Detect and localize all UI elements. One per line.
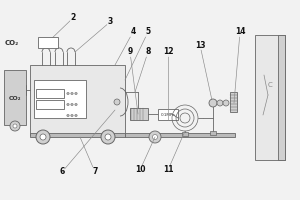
Circle shape: [75, 103, 77, 106]
Text: 3: 3: [107, 18, 112, 26]
Text: 11: 11: [163, 166, 173, 174]
Text: CO₂: CO₂: [5, 40, 19, 46]
Text: CO₂: CO₂: [9, 96, 21, 100]
Text: 2: 2: [70, 14, 76, 22]
Circle shape: [209, 99, 217, 107]
Circle shape: [101, 130, 115, 144]
Text: 6: 6: [59, 168, 64, 176]
Bar: [158, 109, 178, 120]
Circle shape: [152, 134, 158, 140]
Circle shape: [223, 100, 229, 106]
Circle shape: [114, 99, 120, 105]
Bar: [125, 133, 235, 137]
Circle shape: [105, 134, 111, 140]
Text: 7: 7: [92, 168, 98, 176]
Text: 6.2 PH: 6.2 PH: [41, 91, 58, 96]
Circle shape: [149, 131, 161, 143]
Circle shape: [75, 92, 77, 95]
Bar: [255, 35, 285, 160]
Bar: [30, 65, 125, 135]
Text: 14: 14: [235, 27, 245, 36]
Bar: [182, 132, 188, 136]
Text: 4: 4: [130, 27, 136, 36]
Bar: [130, 108, 148, 120]
Circle shape: [71, 92, 73, 95]
Text: 13: 13: [195, 40, 205, 49]
Text: C: C: [268, 82, 272, 88]
Bar: [34, 80, 86, 118]
Bar: [38, 37, 58, 48]
Bar: [36, 100, 64, 109]
Text: 5: 5: [146, 27, 151, 36]
Text: 9: 9: [128, 47, 133, 56]
Bar: [4, 70, 26, 125]
Circle shape: [67, 114, 69, 117]
Circle shape: [36, 130, 50, 144]
Text: 0.50: 0.50: [42, 40, 54, 45]
Bar: [210, 131, 216, 135]
Circle shape: [10, 121, 20, 131]
Bar: [278, 35, 285, 160]
Text: 12: 12: [163, 47, 173, 56]
Bar: [230, 92, 237, 112]
Text: 8: 8: [145, 47, 151, 56]
Circle shape: [13, 124, 17, 128]
Bar: [30, 133, 125, 137]
Circle shape: [67, 92, 69, 95]
Circle shape: [67, 103, 69, 106]
Circle shape: [40, 134, 46, 140]
Bar: [36, 89, 64, 98]
Circle shape: [75, 114, 77, 117]
Text: 10: 10: [135, 166, 145, 174]
Circle shape: [217, 100, 223, 106]
Circle shape: [71, 103, 73, 106]
Text: 0.1MPa: 0.1MPa: [160, 112, 175, 116]
Circle shape: [71, 114, 73, 117]
Text: 4 °C: 4 °C: [44, 102, 56, 107]
